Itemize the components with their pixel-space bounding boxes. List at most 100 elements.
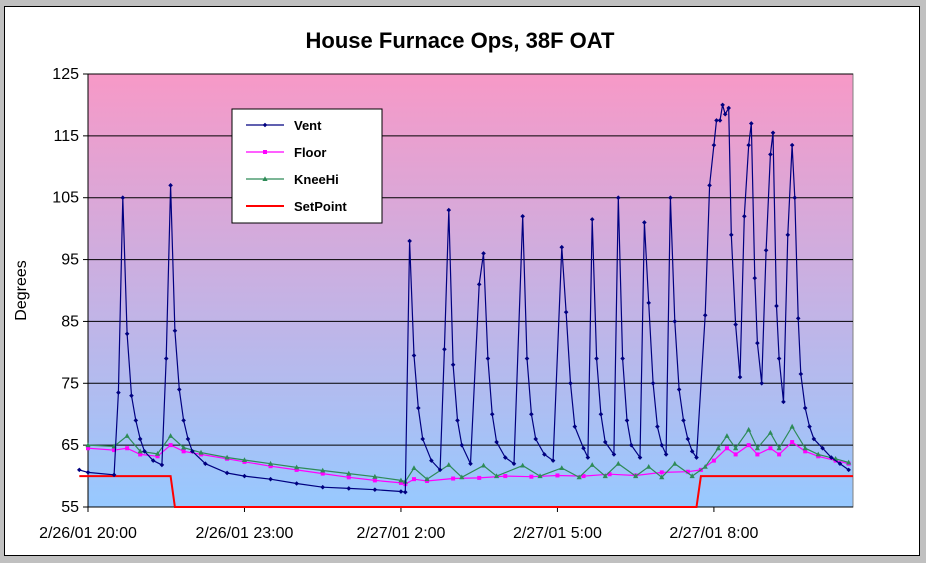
data-point-vent bbox=[811, 436, 817, 442]
data-point-vent bbox=[759, 380, 765, 386]
data-point-vent bbox=[585, 455, 591, 460]
legend: Vent Floor KneeHi SetPoint bbox=[231, 108, 383, 224]
data-point-vent bbox=[828, 455, 834, 460]
data-point-vent bbox=[85, 470, 91, 475]
data-point-floor bbox=[125, 446, 130, 451]
data-point-kneehi bbox=[576, 474, 582, 480]
data-point-floor bbox=[529, 474, 534, 479]
data-point-vent bbox=[659, 442, 665, 448]
data-point-kneehi bbox=[689, 473, 695, 479]
data-point-floor bbox=[168, 443, 173, 448]
data-point-vent bbox=[133, 418, 139, 423]
data-point-vent bbox=[637, 455, 643, 460]
data-point-kneehi bbox=[459, 474, 465, 480]
data-point-vent bbox=[150, 458, 156, 463]
x-tick-label: 2/27/01 2:00 bbox=[356, 525, 445, 542]
data-point-vent bbox=[459, 442, 465, 448]
legend-marker-kneehi bbox=[262, 176, 268, 181]
y-axis-label: Degrees bbox=[13, 260, 30, 320]
data-point-vent bbox=[572, 424, 578, 429]
data-point-vent bbox=[820, 445, 825, 451]
data-point-vent bbox=[224, 470, 230, 476]
data-point-floor bbox=[398, 480, 403, 485]
data-point-vent bbox=[717, 118, 723, 123]
data-point-vent bbox=[611, 452, 617, 457]
data-point-kneehi bbox=[746, 426, 752, 432]
data-point-floor bbox=[477, 475, 482, 480]
data-point-vent bbox=[720, 102, 725, 108]
data-point-vent bbox=[542, 452, 547, 457]
data-point-kneehi bbox=[702, 463, 708, 469]
data-point-kneehi bbox=[559, 465, 565, 471]
data-point-kneehi bbox=[724, 433, 730, 438]
data-point-vent bbox=[785, 232, 791, 238]
data-point-kneehi bbox=[537, 473, 543, 479]
data-point-kneehi bbox=[480, 462, 487, 468]
data-point-floor bbox=[181, 449, 186, 454]
data-point-vent bbox=[726, 105, 731, 111]
data-point-kneehi bbox=[602, 473, 608, 479]
data-point-kneehi bbox=[85, 442, 91, 448]
data-point-floor bbox=[411, 477, 416, 482]
x-tick-label: 2/26/01 23:00 bbox=[196, 525, 294, 542]
chart: House Furnace Ops, 38F OAT 55 65 75 85 95 105… bbox=[13, 28, 854, 542]
data-point-vent bbox=[320, 484, 326, 490]
series-group bbox=[77, 102, 853, 508]
series-setpoint bbox=[79, 475, 853, 508]
data-point-kneehi bbox=[398, 477, 404, 483]
data-point-floor bbox=[733, 452, 738, 457]
data-point-vent bbox=[416, 405, 421, 411]
data-point-floor bbox=[711, 458, 716, 463]
data-point-vent bbox=[437, 467, 443, 473]
data-point-kneehi bbox=[181, 444, 187, 450]
data-point-vent bbox=[529, 411, 534, 417]
data-point-vent bbox=[789, 142, 795, 148]
y-tick-label: 85 bbox=[61, 313, 79, 330]
series-line-setpoint bbox=[79, 475, 853, 508]
data-point-vent bbox=[733, 322, 738, 327]
data-point-vent bbox=[411, 353, 417, 358]
data-point-kneehi bbox=[320, 467, 326, 473]
data-point-kneehi bbox=[167, 433, 174, 438]
data-point-kneehi bbox=[646, 463, 652, 469]
data-point-vent bbox=[707, 183, 712, 188]
data-point-vent bbox=[702, 312, 708, 318]
data-point-vent bbox=[420, 436, 425, 442]
data-point-vent bbox=[520, 213, 525, 219]
data-point-floor bbox=[503, 474, 508, 479]
data-point-vent bbox=[663, 452, 669, 457]
data-point-vent bbox=[242, 473, 247, 479]
data-point-vent bbox=[792, 195, 798, 201]
data-point-vent bbox=[763, 247, 769, 253]
plot-area bbox=[87, 73, 854, 508]
data-point-vent bbox=[346, 486, 352, 491]
data-point-floor bbox=[451, 476, 456, 481]
y-tick-label: 115 bbox=[53, 128, 79, 145]
data-point-vent bbox=[581, 445, 586, 451]
y-tick-label: 105 bbox=[52, 190, 79, 207]
data-point-vent bbox=[185, 436, 191, 442]
data-point-vent bbox=[481, 251, 486, 256]
data-point-kneehi bbox=[424, 476, 430, 482]
x-tick-label: 2/26/01 20:00 bbox=[39, 525, 137, 542]
data-point-vent bbox=[676, 387, 682, 392]
data-point-vent bbox=[524, 356, 530, 361]
chart-title: House Furnace Ops, 38F OAT bbox=[306, 28, 615, 53]
data-point-vent bbox=[468, 461, 473, 466]
data-point-floor bbox=[86, 446, 90, 451]
data-point-vent bbox=[559, 244, 565, 250]
data-point-floor bbox=[790, 440, 795, 445]
data-point-floor bbox=[294, 467, 299, 472]
y-tick-label: 125 bbox=[52, 66, 79, 83]
data-point-kneehi bbox=[615, 460, 621, 466]
data-point-floor bbox=[346, 475, 351, 480]
data-point-kneehi bbox=[224, 454, 230, 460]
data-point-vent bbox=[533, 436, 538, 442]
chart-frame: House Furnace Ops, 38F OAT 55 65 75 85 95 105… bbox=[4, 6, 920, 556]
data-point-vent bbox=[602, 439, 608, 445]
data-point-floor bbox=[685, 469, 690, 474]
data-point-kneehi bbox=[846, 459, 852, 465]
data-point-floor bbox=[777, 452, 782, 457]
data-point-vent bbox=[672, 319, 678, 324]
data-point-vent bbox=[268, 476, 273, 482]
